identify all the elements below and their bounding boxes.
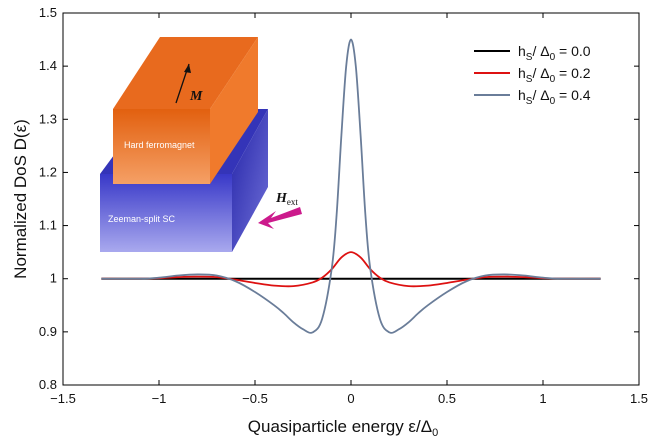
- y-tick-label: 0.9: [39, 324, 57, 339]
- series-layer: [101, 38, 601, 334]
- y-tick-label: 0.8: [39, 377, 57, 392]
- x-tick-label: −1.5: [50, 391, 76, 406]
- x-tick-label: 1: [539, 391, 546, 406]
- magnetization-arrowhead-icon: [184, 64, 191, 73]
- plot-area-frame: [62, 12, 640, 386]
- x-tick-label: −0.5: [242, 391, 268, 406]
- y-tick-label: 1: [50, 271, 57, 286]
- x-tick-label: −1: [152, 391, 167, 406]
- sc-block-side-face: [232, 109, 268, 252]
- y-tick-label: 1.3: [39, 111, 57, 126]
- legend: hS/ Δ0 = 0.0hS/ Δ0 = 0.2hS/ Δ0 = 0.4: [474, 43, 591, 107]
- x-tick-label: 1.5: [630, 391, 648, 406]
- field-sub: ext: [287, 197, 298, 207]
- fm-block-side-face: [210, 37, 258, 184]
- x-tick-label: 0.5: [438, 391, 456, 406]
- external-field-arrow-icon: [258, 207, 302, 229]
- series-line-1: [101, 251, 601, 288]
- x-axis-label: Quasiparticle energy ε/Δ0: [248, 417, 438, 439]
- ferromagnet-label: Hard ferromagnet: [124, 140, 195, 150]
- legend-entry-2: hS/ Δ0 = 0.4: [518, 87, 591, 107]
- x-tick-label: 0: [347, 391, 354, 406]
- inset-illustration: M Hard ferromagnet Zeeman-split SC Hext: [100, 37, 302, 252]
- field-label: Hext: [275, 191, 298, 207]
- legend-entry-0: hS/ Δ0 = 0.0: [518, 43, 591, 63]
- fm-block-front-face: [113, 109, 210, 184]
- y-tick-label: 1.4: [39, 58, 57, 73]
- series-line-2: [101, 38, 601, 334]
- magnetization-label: M: [189, 89, 203, 104]
- y-tick-label: 1.2: [39, 164, 57, 179]
- y-tick-label: 1.5: [39, 5, 57, 20]
- legend-entry-1: hS/ Δ0 = 0.2: [518, 65, 591, 85]
- y-axis-label: Normalized DoS D(ε): [11, 119, 30, 279]
- x-axis-label-sub: 0: [432, 427, 438, 439]
- ticks-layer: −1.5 −1 −0.5 0 0.5 1 1.5 0.8 0.9 1 1.1 1.2 1.3 1.4 1.5: [39, 5, 648, 406]
- superconductor-label: Zeeman-split SC: [108, 214, 176, 224]
- sc-block-front-face: [100, 174, 232, 252]
- y-tick-label: 1.1: [39, 218, 57, 233]
